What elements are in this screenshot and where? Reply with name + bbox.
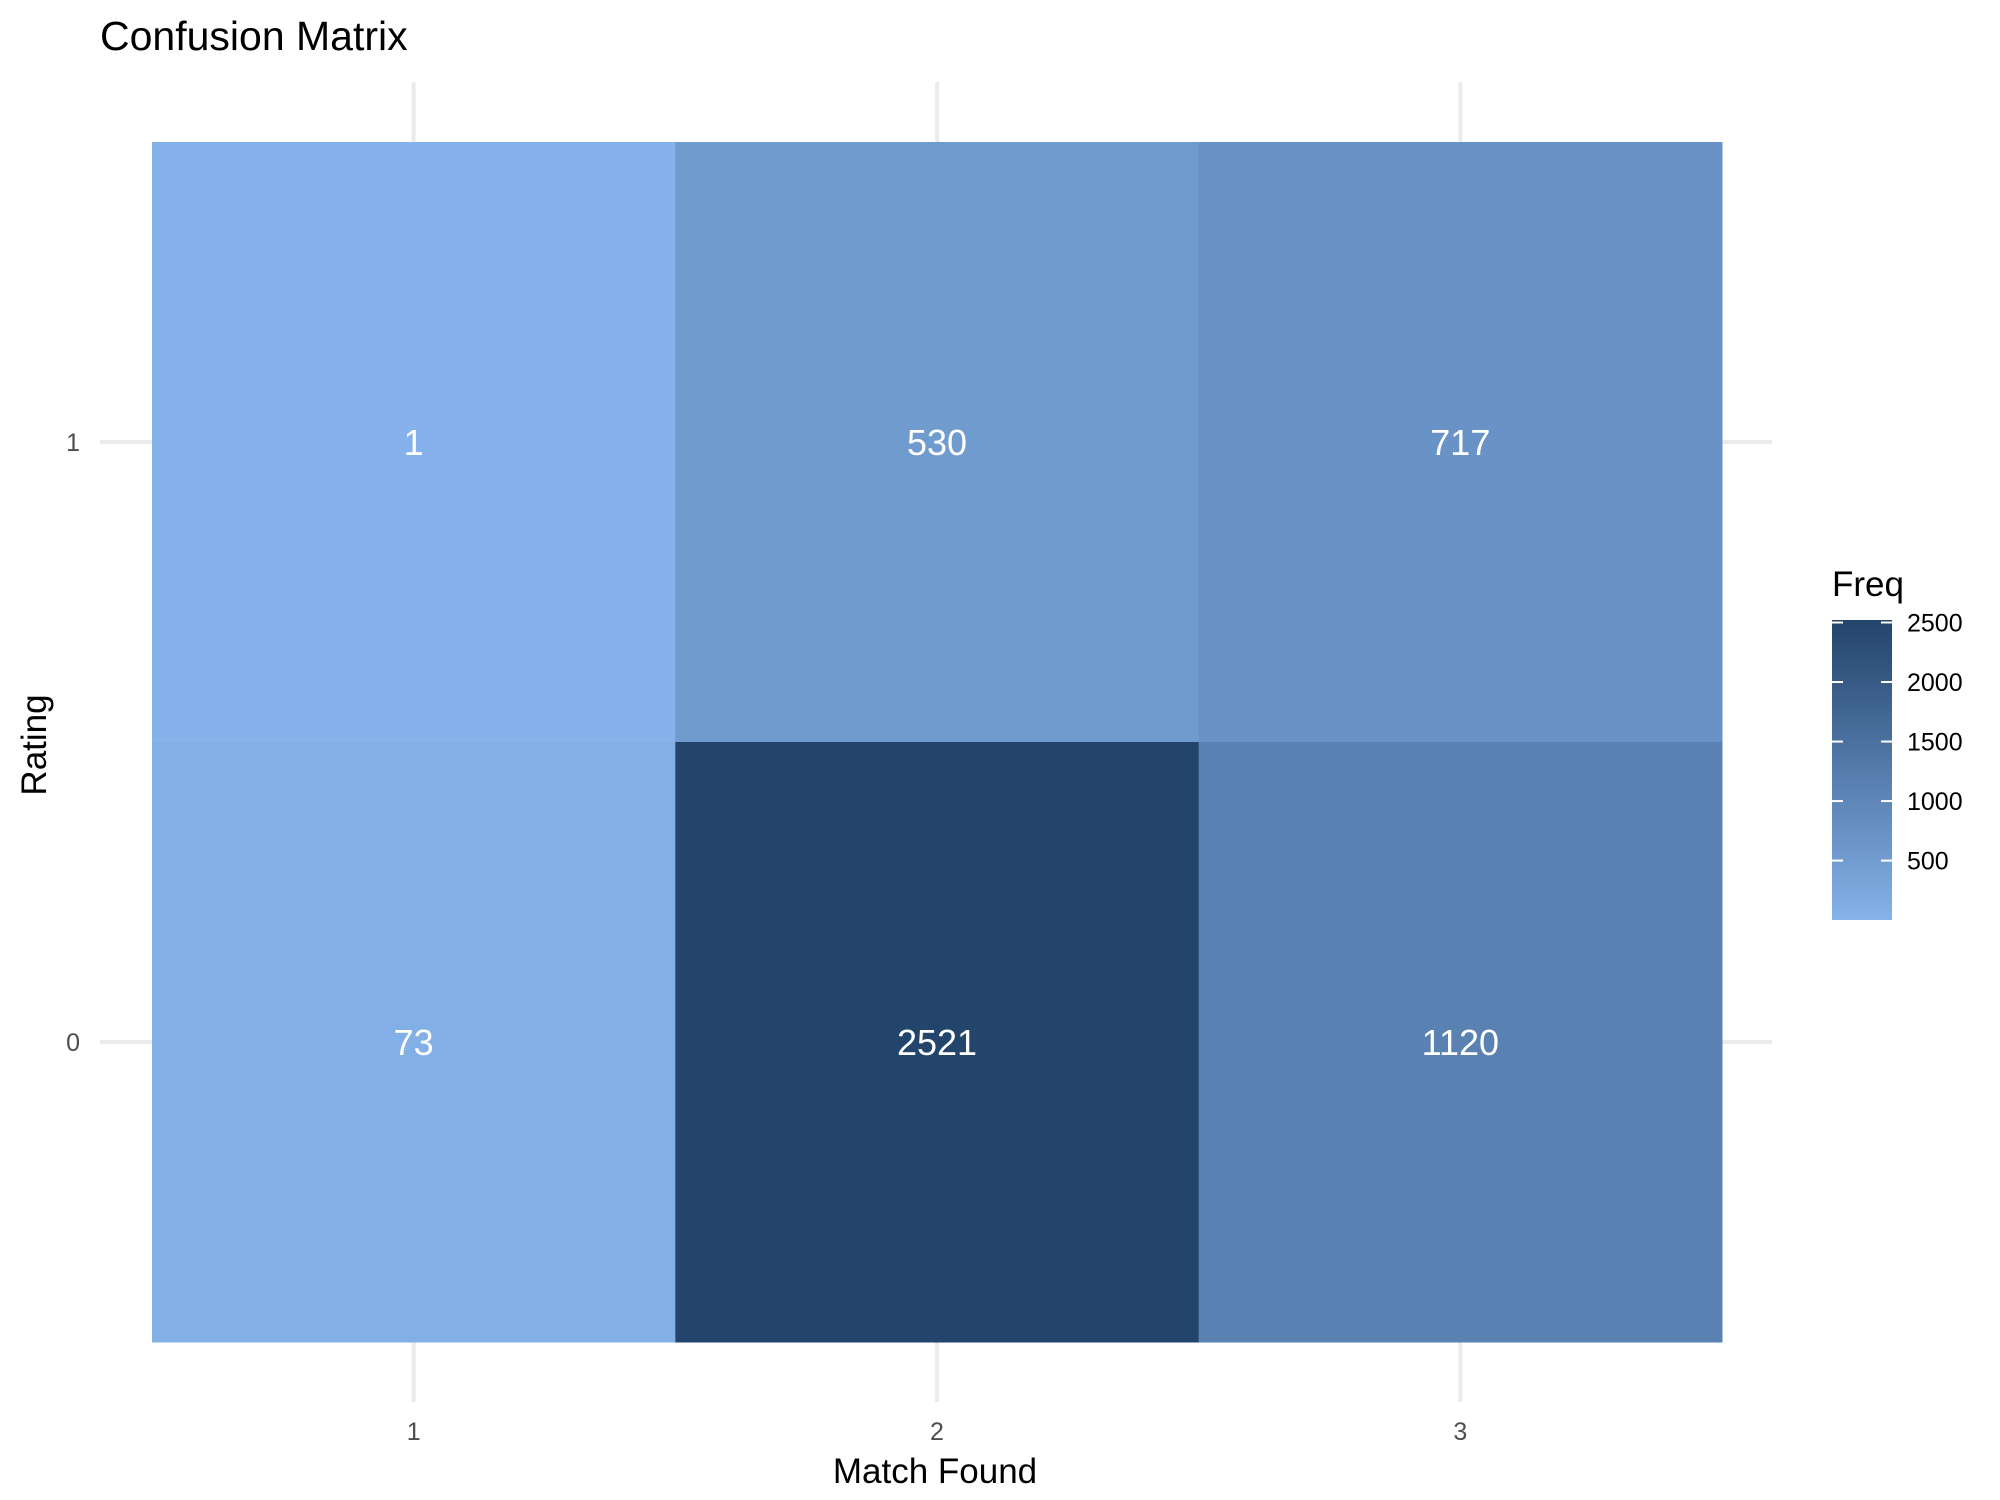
legend-title: Freq: [1832, 565, 1904, 604]
legend-tick-label: 1000: [1907, 788, 1963, 816]
legend-tick-label: 500: [1907, 848, 1949, 876]
heatmap-cells: [152, 142, 1723, 1343]
chart-title: Confusion Matrix: [100, 13, 408, 59]
cell-value-label: 2521: [897, 1022, 977, 1063]
cell-value-label: 1120: [1422, 1022, 1499, 1063]
cell-value-labels: 1 530 717 73 2521 1120: [394, 422, 1499, 1063]
x-axis-title: Match Found: [833, 1452, 1037, 1491]
legend-tick-label: 2000: [1907, 669, 1963, 697]
legend-tick-label: 1500: [1907, 729, 1963, 757]
heatmap-cell: [675, 142, 1200, 743]
color-legend: Freq 500 1000 1500 2000 2500: [1832, 565, 1963, 920]
x-tick-label: 1: [407, 1418, 421, 1446]
heatmap-cell: [152, 742, 676, 1343]
legend-colorbar: [1832, 620, 1892, 920]
cell-value-label: 530: [907, 422, 967, 463]
y-tick-label: 1: [66, 429, 80, 457]
cell-value-label: 73: [394, 1022, 434, 1063]
heatmap-cell: [675, 742, 1200, 1343]
heatmap-cell: [1198, 742, 1723, 1343]
x-tick-label: 3: [1453, 1418, 1467, 1446]
y-tick-label: 0: [66, 1029, 80, 1057]
cell-value-label: 717: [1430, 422, 1490, 463]
cell-value-label: 1: [404, 422, 424, 463]
legend-tick-label: 2500: [1907, 610, 1963, 638]
heatmap-cell: [1198, 142, 1723, 743]
x-tick-label: 2: [930, 1418, 944, 1446]
legend-ticks: 500 1000 1500 2000 2500: [1832, 610, 1963, 876]
heatmap-cell: [152, 142, 676, 743]
x-axis-ticks: 1 2 3: [407, 1418, 1468, 1446]
y-axis-title: Rating: [15, 694, 54, 795]
y-axis-ticks: 01: [66, 429, 80, 1057]
